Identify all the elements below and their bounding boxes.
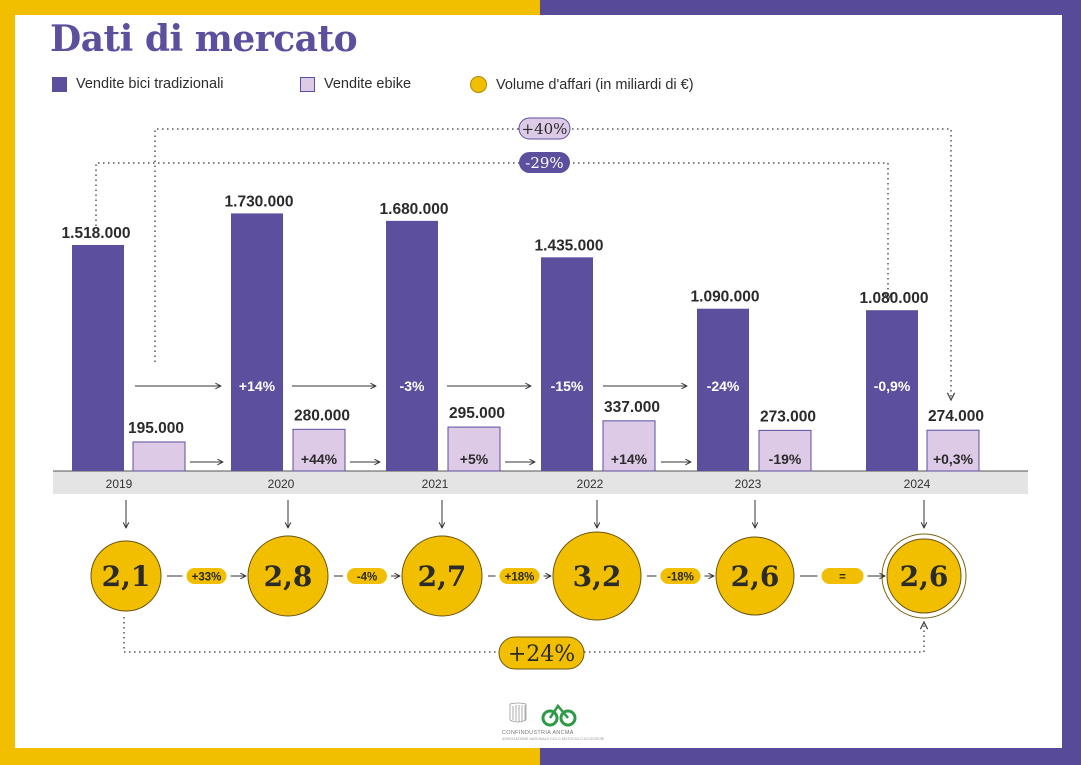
bar-change-label: +44% <box>301 451 338 467</box>
bar-ebike-2022 <box>602 420 656 472</box>
bar-ebike-2023 <box>758 429 812 472</box>
x-tick-label: 2019 <box>106 477 133 491</box>
legend-item-ebike: Vendite ebike <box>300 76 411 92</box>
bar-ebike-2019 <box>132 441 186 472</box>
x-tick-label: 2023 <box>735 477 762 491</box>
pill-coin-change <box>186 568 227 584</box>
bar-change-label: +14% <box>239 378 276 394</box>
bar-value-label: 273.000 <box>760 408 816 425</box>
legend: Vendite bici tradizionali Vendite ebike … <box>52 76 952 98</box>
pill-label: +40% <box>522 120 568 138</box>
coin-2021 <box>401 535 483 617</box>
bar-value-label: 1.090.000 <box>691 289 760 306</box>
pill-label: -18% <box>667 572 694 584</box>
coin-value-label: 2,6 <box>731 560 780 593</box>
bar-ebike-2024 <box>926 429 980 472</box>
bar-traditional-2019 <box>72 244 124 471</box>
footer-logos: CONFINDUSTRIA ANCMA ASSOCIAZIONE NAZIONA… <box>500 700 604 744</box>
lilac-square-icon <box>300 76 315 92</box>
pill-coin-change <box>499 568 540 584</box>
bar-ebike-2020 <box>292 428 346 472</box>
coin-2022 <box>552 531 642 621</box>
pill-ebike-change <box>518 117 571 140</box>
page-title: Dati di mercato <box>50 18 358 60</box>
pill-label: +24% <box>508 642 575 667</box>
coin-2020 <box>247 535 329 617</box>
bar-value-label: 295.000 <box>449 405 505 422</box>
pill-label: -29% <box>525 154 563 172</box>
pill-label: +33% <box>192 572 222 584</box>
legend-label: Volume d'affari (in miliardi di €) <box>496 76 694 93</box>
ancma-subtitle: ASSOCIAZIONE NAZIONALE CICLO MOTOCICLO A… <box>502 737 605 741</box>
bar-value-label: 1.680.000 <box>380 201 449 218</box>
x-tick-label: 2021 <box>422 477 449 491</box>
pill-label: +18% <box>505 572 535 584</box>
bar-value-label: 274.000 <box>928 408 984 425</box>
pill-coin-change <box>660 568 701 584</box>
bar-change-label: -0,9% <box>874 378 911 394</box>
coin-2024 <box>886 538 962 614</box>
pill-coin-change <box>821 568 864 584</box>
bar-change-label: +14% <box>611 451 648 467</box>
bar-traditional-2020 <box>231 213 283 471</box>
coin-value-label: 2,7 <box>418 560 467 593</box>
legend-item-traditional: Vendite bici tradizionali <box>52 76 224 92</box>
coin-value-label: 2,8 <box>264 560 313 593</box>
bar-change-label: -15% <box>551 378 584 394</box>
bar-value-label: 1.518.000 <box>62 225 131 242</box>
legend-label: Vendite ebike <box>324 76 412 92</box>
bar-traditional-2021 <box>386 220 438 471</box>
coin-value-label: 3,2 <box>573 560 622 593</box>
ancma-bike-logo-icon <box>541 703 577 727</box>
bar-change-label: +0,3% <box>933 451 974 467</box>
coin-2019 <box>90 540 162 612</box>
bar-value-label: 1.435.000 <box>535 237 604 254</box>
pill-label: = <box>839 572 846 584</box>
bar-value-label: 280.000 <box>294 407 350 424</box>
bar-change-label: -3% <box>400 378 425 394</box>
pill-coin-change <box>347 568 387 584</box>
legend-label: Vendite bici tradizionali <box>76 76 224 92</box>
gold-circle-icon <box>470 76 487 93</box>
coin-2023 <box>715 536 795 616</box>
x-tick-label: 2024 <box>904 477 931 491</box>
x-tick-label: 2020 <box>268 477 295 491</box>
coin-value-label: 2,6 <box>900 560 949 593</box>
coin-value-label: 2,1 <box>102 560 151 593</box>
bar-traditional-2023 <box>697 308 749 471</box>
bar-value-label: 337.000 <box>604 399 660 416</box>
confindustria-ancma-label: CONFINDUSTRIA ANCMA <box>502 730 574 736</box>
pill-label: -4% <box>357 572 377 584</box>
bar-ebike-2021 <box>447 426 501 472</box>
confindustria-logo-icon <box>509 702 527 723</box>
bar-change-label: -24% <box>707 378 740 394</box>
bar-traditional-2022 <box>541 257 593 471</box>
bar-change-label: +5% <box>460 451 489 467</box>
pill-revenue-total <box>498 636 585 670</box>
bar-traditional-2024 <box>866 310 918 471</box>
bracket-traditional <box>95 162 888 300</box>
purple-square-icon <box>52 76 67 92</box>
bar-value-label: 195.000 <box>128 420 184 437</box>
x-tick-label: 2022 <box>577 477 604 491</box>
bar-value-label: 1.730.000 <box>225 193 294 210</box>
pill-traditional-change <box>519 152 570 173</box>
bar-value-label: 1.080.000 <box>860 290 929 307</box>
x-axis-band <box>53 471 1028 494</box>
bar-change-label: -19% <box>769 451 802 467</box>
legend-item-revenue: Volume d'affari (in miliardi di €) <box>470 76 694 93</box>
